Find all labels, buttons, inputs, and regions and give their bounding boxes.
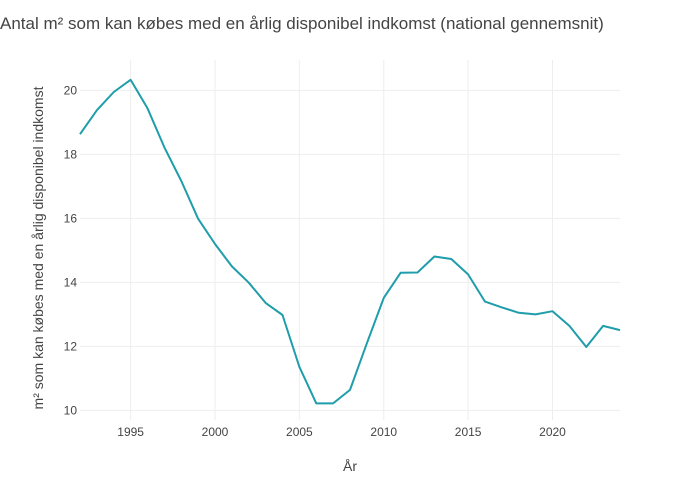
y-tick-label: 12 [64, 339, 78, 353]
x-tick-label: 2005 [286, 425, 313, 439]
x-axis-title: År [343, 458, 357, 474]
y-tick-label: 16 [64, 211, 78, 225]
y-tick-label: 14 [64, 275, 78, 289]
x-tick-label: 2010 [370, 425, 397, 439]
x-tick-label: 2015 [455, 425, 482, 439]
line-layer [79, 78, 621, 405]
y-tick-label: 10 [64, 403, 78, 417]
x-tick-label: 1995 [117, 425, 144, 439]
y-tick-label: 18 [64, 147, 78, 161]
x-tick-labels: 1995 2000 2005 2010 2015 2020 [117, 425, 566, 439]
x-tick-label: 2020 [539, 425, 566, 439]
chart-title: Antal m² som kan købes med en årlig disp… [0, 14, 604, 33]
x-tick-label: 2000 [202, 425, 229, 439]
series-line [79, 78, 621, 405]
y-tick-labels: 10 12 14 16 18 20 [64, 83, 78, 417]
grid-layer [80, 60, 620, 420]
y-tick-label: 20 [64, 83, 78, 97]
y-axis-title: m² som kan købes med en årlig disponibel… [30, 86, 46, 409]
